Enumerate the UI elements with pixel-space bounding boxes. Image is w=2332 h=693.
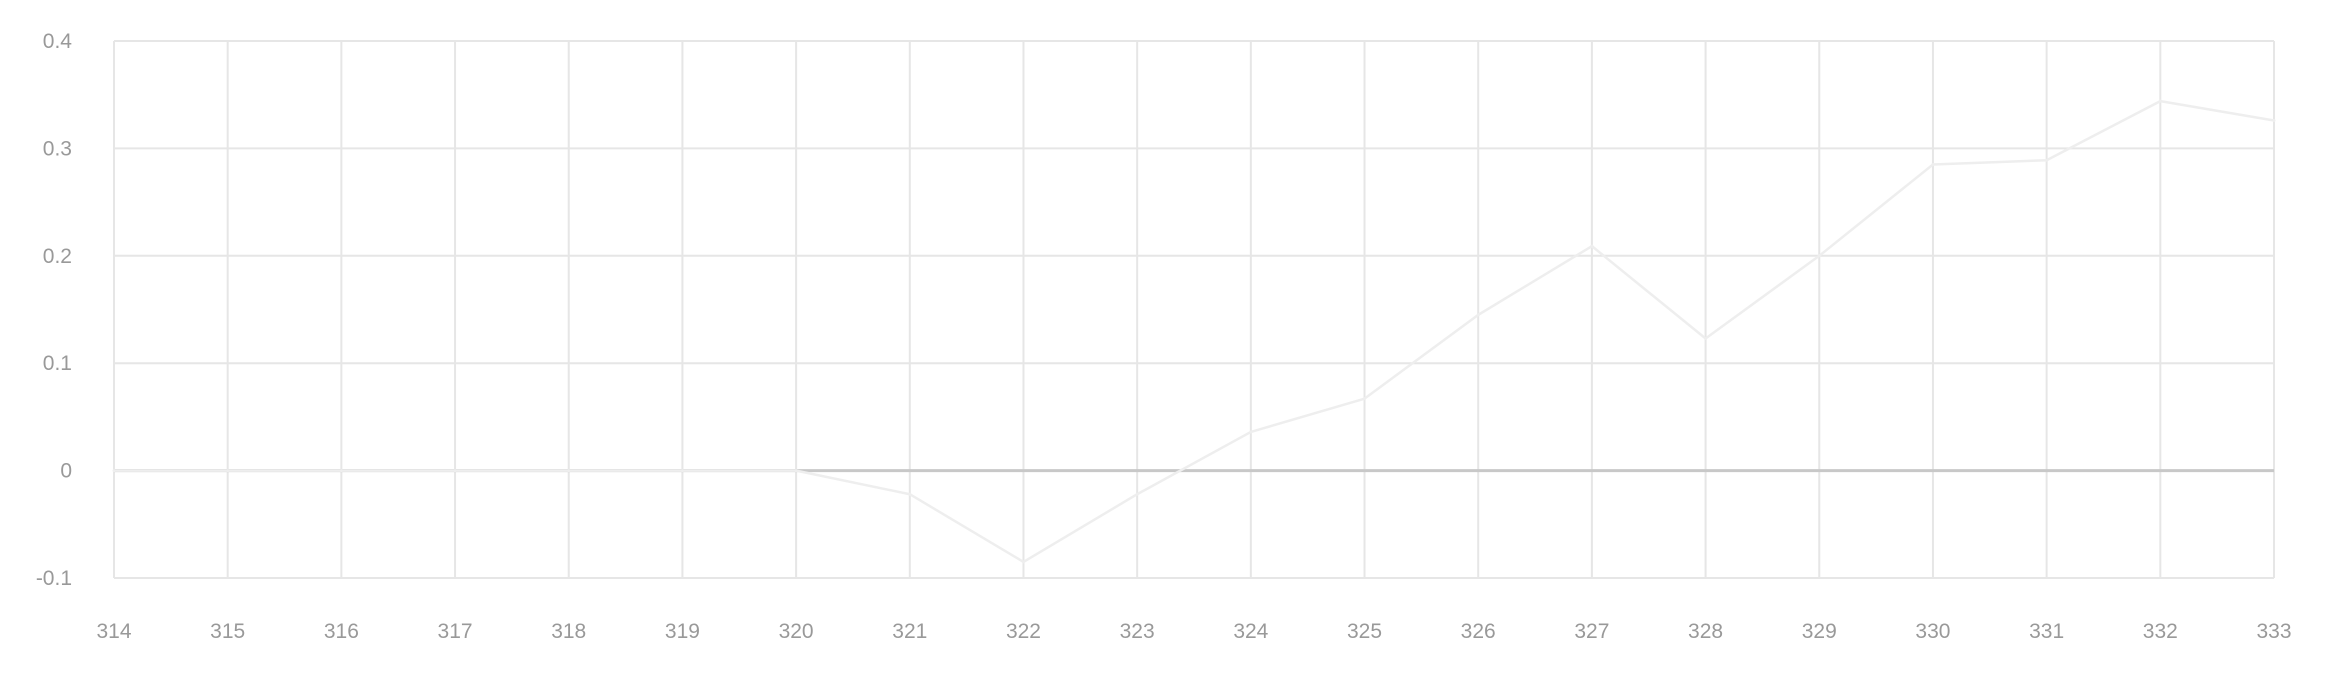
data-point	[1135, 492, 1139, 496]
data-point	[1476, 313, 1480, 317]
data-point	[339, 469, 343, 473]
x-tick-label: 331	[2029, 620, 2064, 643]
data-point	[2158, 99, 2162, 103]
series-line	[112, 99, 2276, 564]
x-tick-label: 320	[779, 620, 814, 643]
data-point	[453, 469, 457, 473]
data-point	[1249, 430, 1253, 434]
data-point	[1021, 560, 1025, 564]
y-tick-label: 0	[60, 460, 72, 483]
data-point	[1931, 163, 1935, 167]
data-point	[1704, 336, 1708, 340]
x-tick-label: 316	[324, 620, 359, 643]
y-axis-ticks: -0.1 0 0.1 0.2 0.3 0.4	[36, 30, 72, 590]
x-tick-label: 318	[551, 620, 586, 643]
y-tick-label: 0.2	[43, 245, 72, 268]
x-tick-label: 315	[210, 620, 245, 643]
x-tick-label: 319	[665, 620, 700, 643]
y-tick-label: 0.4	[43, 30, 73, 53]
x-tick-label: 317	[438, 620, 473, 643]
x-tick-label: 328	[1688, 620, 1723, 643]
x-tick-label: 314	[96, 620, 131, 643]
data-point	[1817, 254, 1821, 258]
series-group	[112, 99, 2276, 564]
x-tick-label: 330	[1915, 620, 1950, 643]
x-tick-label: 324	[1233, 620, 1268, 643]
y-tick-label: 0.1	[43, 352, 72, 375]
data-point	[1363, 397, 1367, 401]
data-point	[2272, 118, 2276, 122]
x-tick-label: 325	[1347, 620, 1382, 643]
data-point	[794, 469, 798, 473]
x-tick-label: 332	[2143, 620, 2178, 643]
x-tick-label: 326	[1461, 620, 1496, 643]
x-tick-label: 333	[2256, 620, 2291, 643]
y-tick-label: 0.3	[43, 137, 72, 160]
x-axis-ticks: 314 315 316 317 318 319 320 321 322 323 324 325 326 3…	[96, 620, 2291, 643]
data-point	[2045, 158, 2049, 162]
data-point	[1590, 244, 1594, 248]
x-tick-label: 327	[1574, 620, 1609, 643]
data-point	[908, 492, 912, 496]
x-tick-label: 321	[892, 620, 927, 643]
data-point	[567, 469, 571, 473]
x-tick-label: 323	[1120, 620, 1155, 643]
plot-area	[114, 41, 2274, 578]
data-point	[226, 469, 230, 473]
x-tick-label: 322	[1006, 620, 1041, 643]
y-tick-label: -0.1	[36, 567, 72, 590]
data-point	[680, 469, 684, 473]
x-tick-label: 329	[1802, 620, 1837, 643]
data-point	[112, 469, 116, 473]
